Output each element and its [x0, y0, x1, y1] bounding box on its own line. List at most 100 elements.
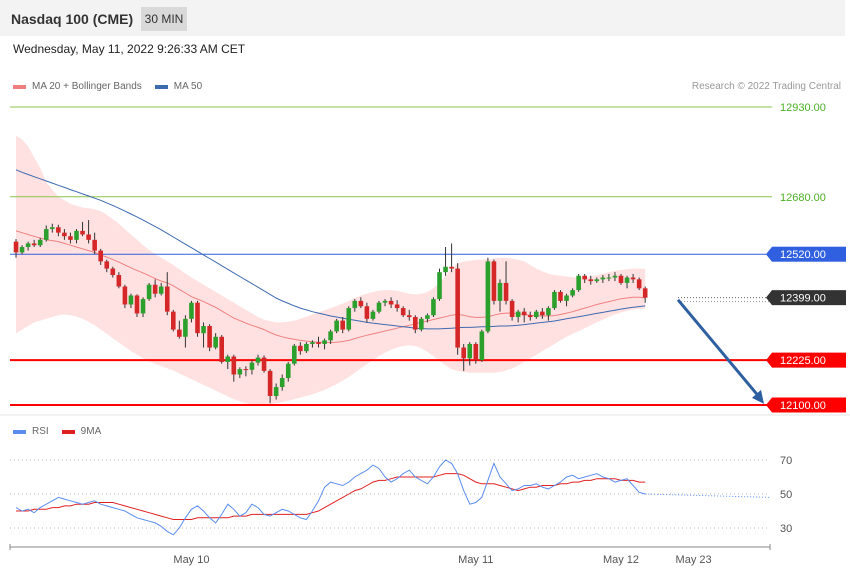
price-legend: MA 20 + Bollinger Bands MA 50	[13, 81, 202, 92]
candle-body	[322, 340, 327, 344]
ma50-legend-swatch	[154, 84, 168, 89]
resistance-label: 12680.00	[780, 192, 826, 204]
candle-body	[225, 356, 231, 362]
last-price-label-box	[772, 290, 846, 306]
candle-body	[552, 291, 557, 309]
candle-body	[334, 320, 339, 332]
candle-body	[207, 326, 212, 348]
candle-body	[485, 261, 491, 332]
candle-body	[388, 300, 394, 305]
candle-body	[25, 243, 31, 248]
interval-button[interactable]: 30 MIN	[141, 7, 187, 31]
candle-body	[279, 378, 285, 388]
candle-body	[413, 317, 418, 330]
candle-body	[558, 291, 563, 301]
candle-body	[636, 279, 642, 289]
rsi-legend: RSI 9MA	[13, 426, 101, 437]
candle-body	[74, 230, 79, 240]
candle-body	[419, 318, 424, 330]
ma20-legend-label: MA 20 + Bollinger Bands	[32, 81, 142, 92]
rsi-tick-label: 50	[780, 489, 792, 501]
candle-body	[546, 308, 551, 316]
pivot-label: 12520.00	[780, 249, 826, 261]
candle-body	[394, 304, 400, 309]
candle-body	[43, 229, 49, 240]
candle-body	[152, 284, 158, 294]
ma50-legend-label: MA 50	[173, 81, 203, 92]
rsi-forecast-tail	[645, 493, 771, 498]
pivot-label-box	[772, 246, 846, 262]
candle-body	[273, 387, 279, 397]
candle-body	[364, 306, 370, 319]
x-tick-label: May 12	[603, 554, 639, 566]
candle-body	[304, 343, 309, 352]
candle-body	[328, 331, 333, 341]
ma50-line	[15, 169, 646, 330]
ma20-legend-swatch	[13, 84, 26, 89]
rsi-tick-label: 70	[780, 455, 792, 467]
candle-body	[86, 234, 91, 240]
pivot-label-pointer	[766, 246, 772, 262]
support-label: 12100.00	[780, 400, 826, 412]
candle-body	[164, 286, 170, 312]
candle-body	[177, 329, 182, 337]
candle-body	[13, 241, 19, 253]
candle-body	[540, 311, 545, 316]
candle-body	[515, 311, 521, 318]
forecast-arrowhead	[752, 389, 764, 404]
candle-body	[406, 315, 412, 318]
candle-body	[437, 272, 442, 300]
support-label: 12225.00	[780, 355, 826, 367]
candle-body	[189, 302, 194, 319]
candle-body	[310, 342, 315, 344]
candle-body	[521, 311, 527, 316]
candle-body	[382, 300, 388, 303]
candle-body	[231, 356, 237, 375]
support-label-pointer	[766, 352, 772, 368]
candle-body	[128, 295, 134, 305]
candle-body	[285, 363, 291, 379]
x-tick-label: May 11	[458, 554, 493, 566]
candle-body	[56, 227, 61, 233]
timestamp: Wednesday, May 11, 2022 9:26:33 AM CET	[13, 42, 246, 56]
candle-body	[358, 300, 364, 307]
candle-body	[158, 286, 164, 294]
candle-body	[576, 275, 581, 291]
candle-body	[570, 290, 575, 296]
candle-body	[618, 275, 624, 283]
support-label-box	[772, 397, 846, 413]
candle-body	[267, 370, 273, 397]
candle-body	[146, 284, 152, 300]
candle-body	[50, 227, 55, 230]
candle-body	[606, 277, 612, 279]
candle-body	[80, 230, 85, 235]
candle-body	[255, 357, 261, 363]
candle-body	[298, 345, 303, 352]
candle-body	[104, 261, 110, 269]
rsi-legend-swatch	[13, 429, 26, 434]
candle-body	[449, 266, 454, 269]
candle-body	[467, 343, 473, 359]
candle-body	[140, 299, 146, 314]
support-label-box	[772, 352, 846, 368]
candle-body	[195, 302, 200, 334]
last-price-label: 12399.00	[780, 293, 826, 305]
candle-body	[92, 239, 97, 251]
chart-header: Nasdaq 100 (CME) 30 MIN	[0, 0, 845, 36]
bollinger-band	[16, 135, 646, 405]
support-label-pointer	[766, 397, 772, 413]
candle-body	[455, 268, 460, 348]
rsi-line	[15, 459, 646, 536]
candle-body	[340, 320, 345, 330]
candle-body	[352, 300, 358, 309]
x-tick-label: May 23	[676, 554, 712, 566]
candle-body	[19, 247, 25, 253]
candle-body	[219, 336, 224, 362]
resistance-label: 12930.00	[780, 102, 826, 114]
rsi-ma-legend-label: 9MA	[80, 426, 102, 437]
candle-body	[527, 315, 533, 318]
candle-body	[370, 311, 376, 319]
candle-body	[479, 331, 485, 361]
candle-body	[346, 308, 352, 330]
